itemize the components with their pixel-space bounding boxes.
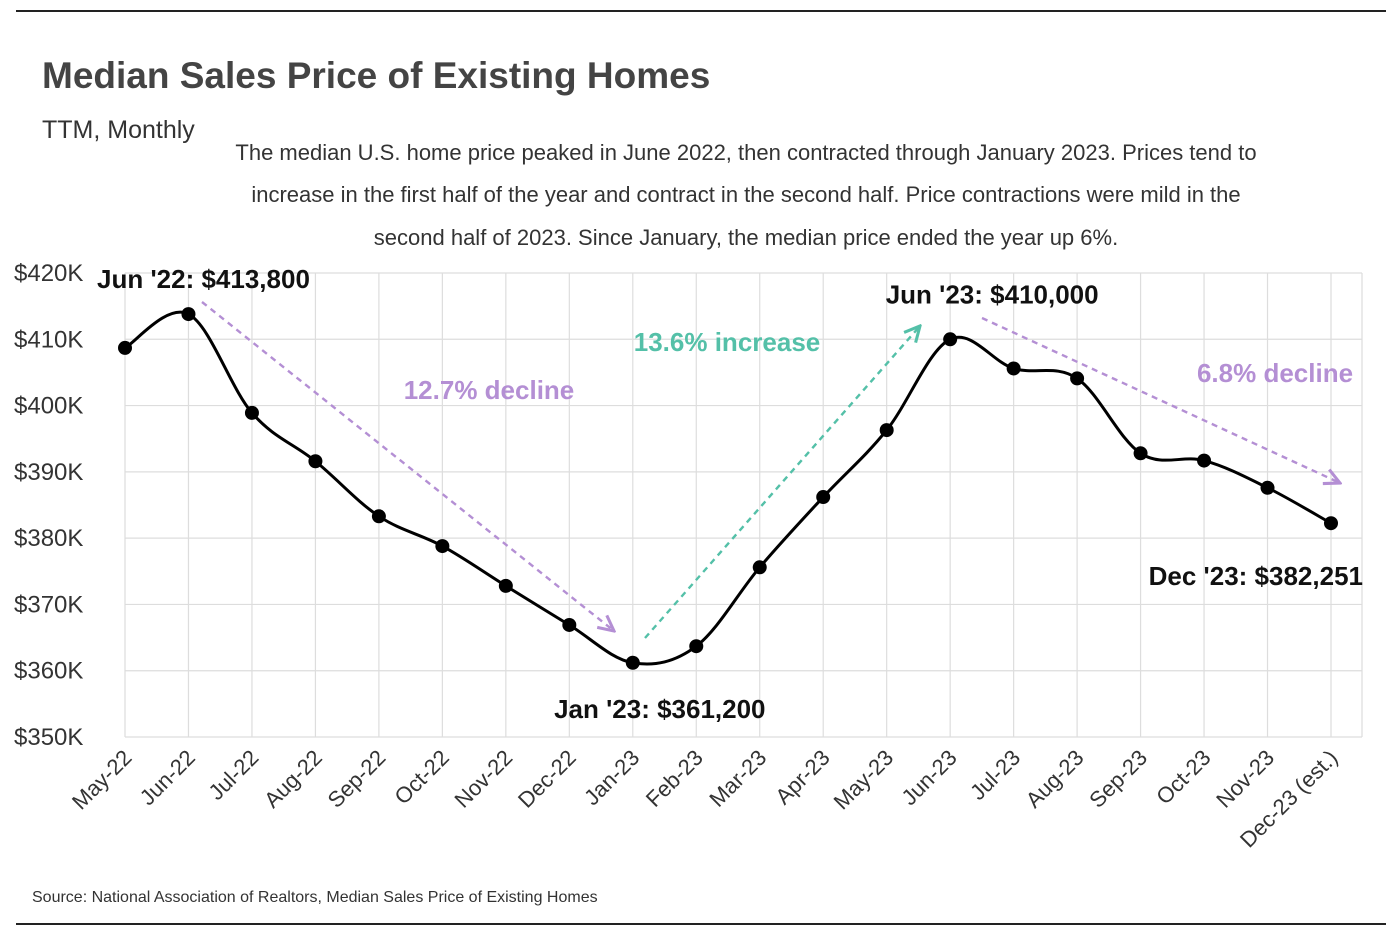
x-tick-label: Mar-23 [704, 745, 771, 812]
y-tick-label: $380K [14, 525, 83, 552]
x-tick-label: Nov-22 [450, 745, 518, 813]
x-tick-label: Dec-22 [513, 745, 581, 813]
data-point [1070, 371, 1085, 386]
y-tick-label: $410K [14, 326, 83, 353]
x-tick-label: Sep-23 [1084, 745, 1152, 813]
data-point [308, 454, 323, 469]
data-point [1260, 480, 1275, 495]
chart-subtitle: TTM, Monthly [42, 116, 195, 144]
y-axis-ticks: $350K $360K $370K $380K $390K $400K $410K $420K [14, 260, 83, 751]
trend-label: 12.7% decline [404, 375, 575, 405]
x-tick-label: Feb-23 [641, 745, 708, 812]
data-point [562, 617, 577, 632]
source-note: Source: National Association of Realtors… [32, 889, 598, 906]
data-point [1006, 361, 1021, 376]
data-point [435, 539, 450, 554]
trend-annotations: 12.7% decline 13.6% increase 6.8% decline [201, 301, 1353, 639]
x-tick-label: Apr-23 [770, 745, 834, 809]
data-point [752, 560, 767, 575]
data-point [879, 423, 894, 438]
data-point [181, 307, 196, 322]
trend-arrow [201, 301, 614, 631]
point-label: Jun '22: $413,800 [97, 264, 310, 294]
y-tick-label: $350K [14, 724, 83, 751]
x-tick-label: Jun-22 [135, 745, 200, 810]
data-point [816, 490, 831, 505]
point-label: Dec '23: $382,251 [1149, 561, 1363, 591]
series-line [124, 310, 1332, 666]
x-tick-label: Oct-22 [390, 745, 454, 809]
data-point [1133, 446, 1148, 461]
description-line-1: The median U.S. home price peaked in Jun… [235, 140, 1256, 165]
data-point [689, 639, 704, 654]
y-tick-label: $420K [14, 260, 83, 287]
x-tick-label: Jan-23 [579, 745, 644, 810]
chart-title: Median Sales Price of Existing Homes [42, 55, 710, 96]
x-tick-label: Jul-23 [965, 745, 1025, 805]
trend-arrow [644, 326, 920, 639]
data-point [244, 405, 259, 420]
description-line-3: second half of 2023. Since January, the … [374, 225, 1118, 250]
data-point [371, 509, 386, 524]
data-point [1324, 516, 1338, 531]
x-tick-label: Aug-22 [259, 745, 327, 813]
point-labels: Jun '22: $413,800 Jan '23: $361,200 Jun '2… [97, 264, 1363, 724]
data-point [498, 578, 513, 593]
y-tick-label: $360K [14, 658, 83, 685]
data-point [1197, 453, 1212, 468]
point-label: Jun '23: $410,000 [886, 279, 1099, 309]
x-tick-label: May-23 [829, 745, 899, 815]
data-point [118, 340, 132, 355]
trend-label: 6.8% decline [1197, 358, 1353, 388]
x-tick-label: Jul-22 [203, 745, 263, 805]
data-point [943, 332, 958, 347]
y-tick-label: $370K [14, 591, 83, 618]
x-tick-label: Sep-22 [323, 745, 391, 813]
x-tick-label: May-22 [67, 745, 137, 815]
bottom-rule [16, 923, 1386, 925]
top-rule [16, 10, 1386, 12]
description-line-2: increase in the first half of the year a… [251, 182, 1240, 207]
point-label: Jan '23: $361,200 [554, 694, 765, 724]
data-point [625, 655, 640, 670]
x-tick-label: Oct-23 [1151, 745, 1215, 809]
data-points [118, 307, 1338, 670]
y-tick-label: $390K [14, 459, 83, 486]
trend-label: 13.6% increase [634, 327, 820, 357]
x-tick-label: Jun-23 [896, 745, 961, 810]
x-tick-label: Aug-23 [1021, 745, 1089, 813]
y-tick-label: $400K [14, 393, 83, 420]
trend-arrow [981, 316, 1340, 483]
